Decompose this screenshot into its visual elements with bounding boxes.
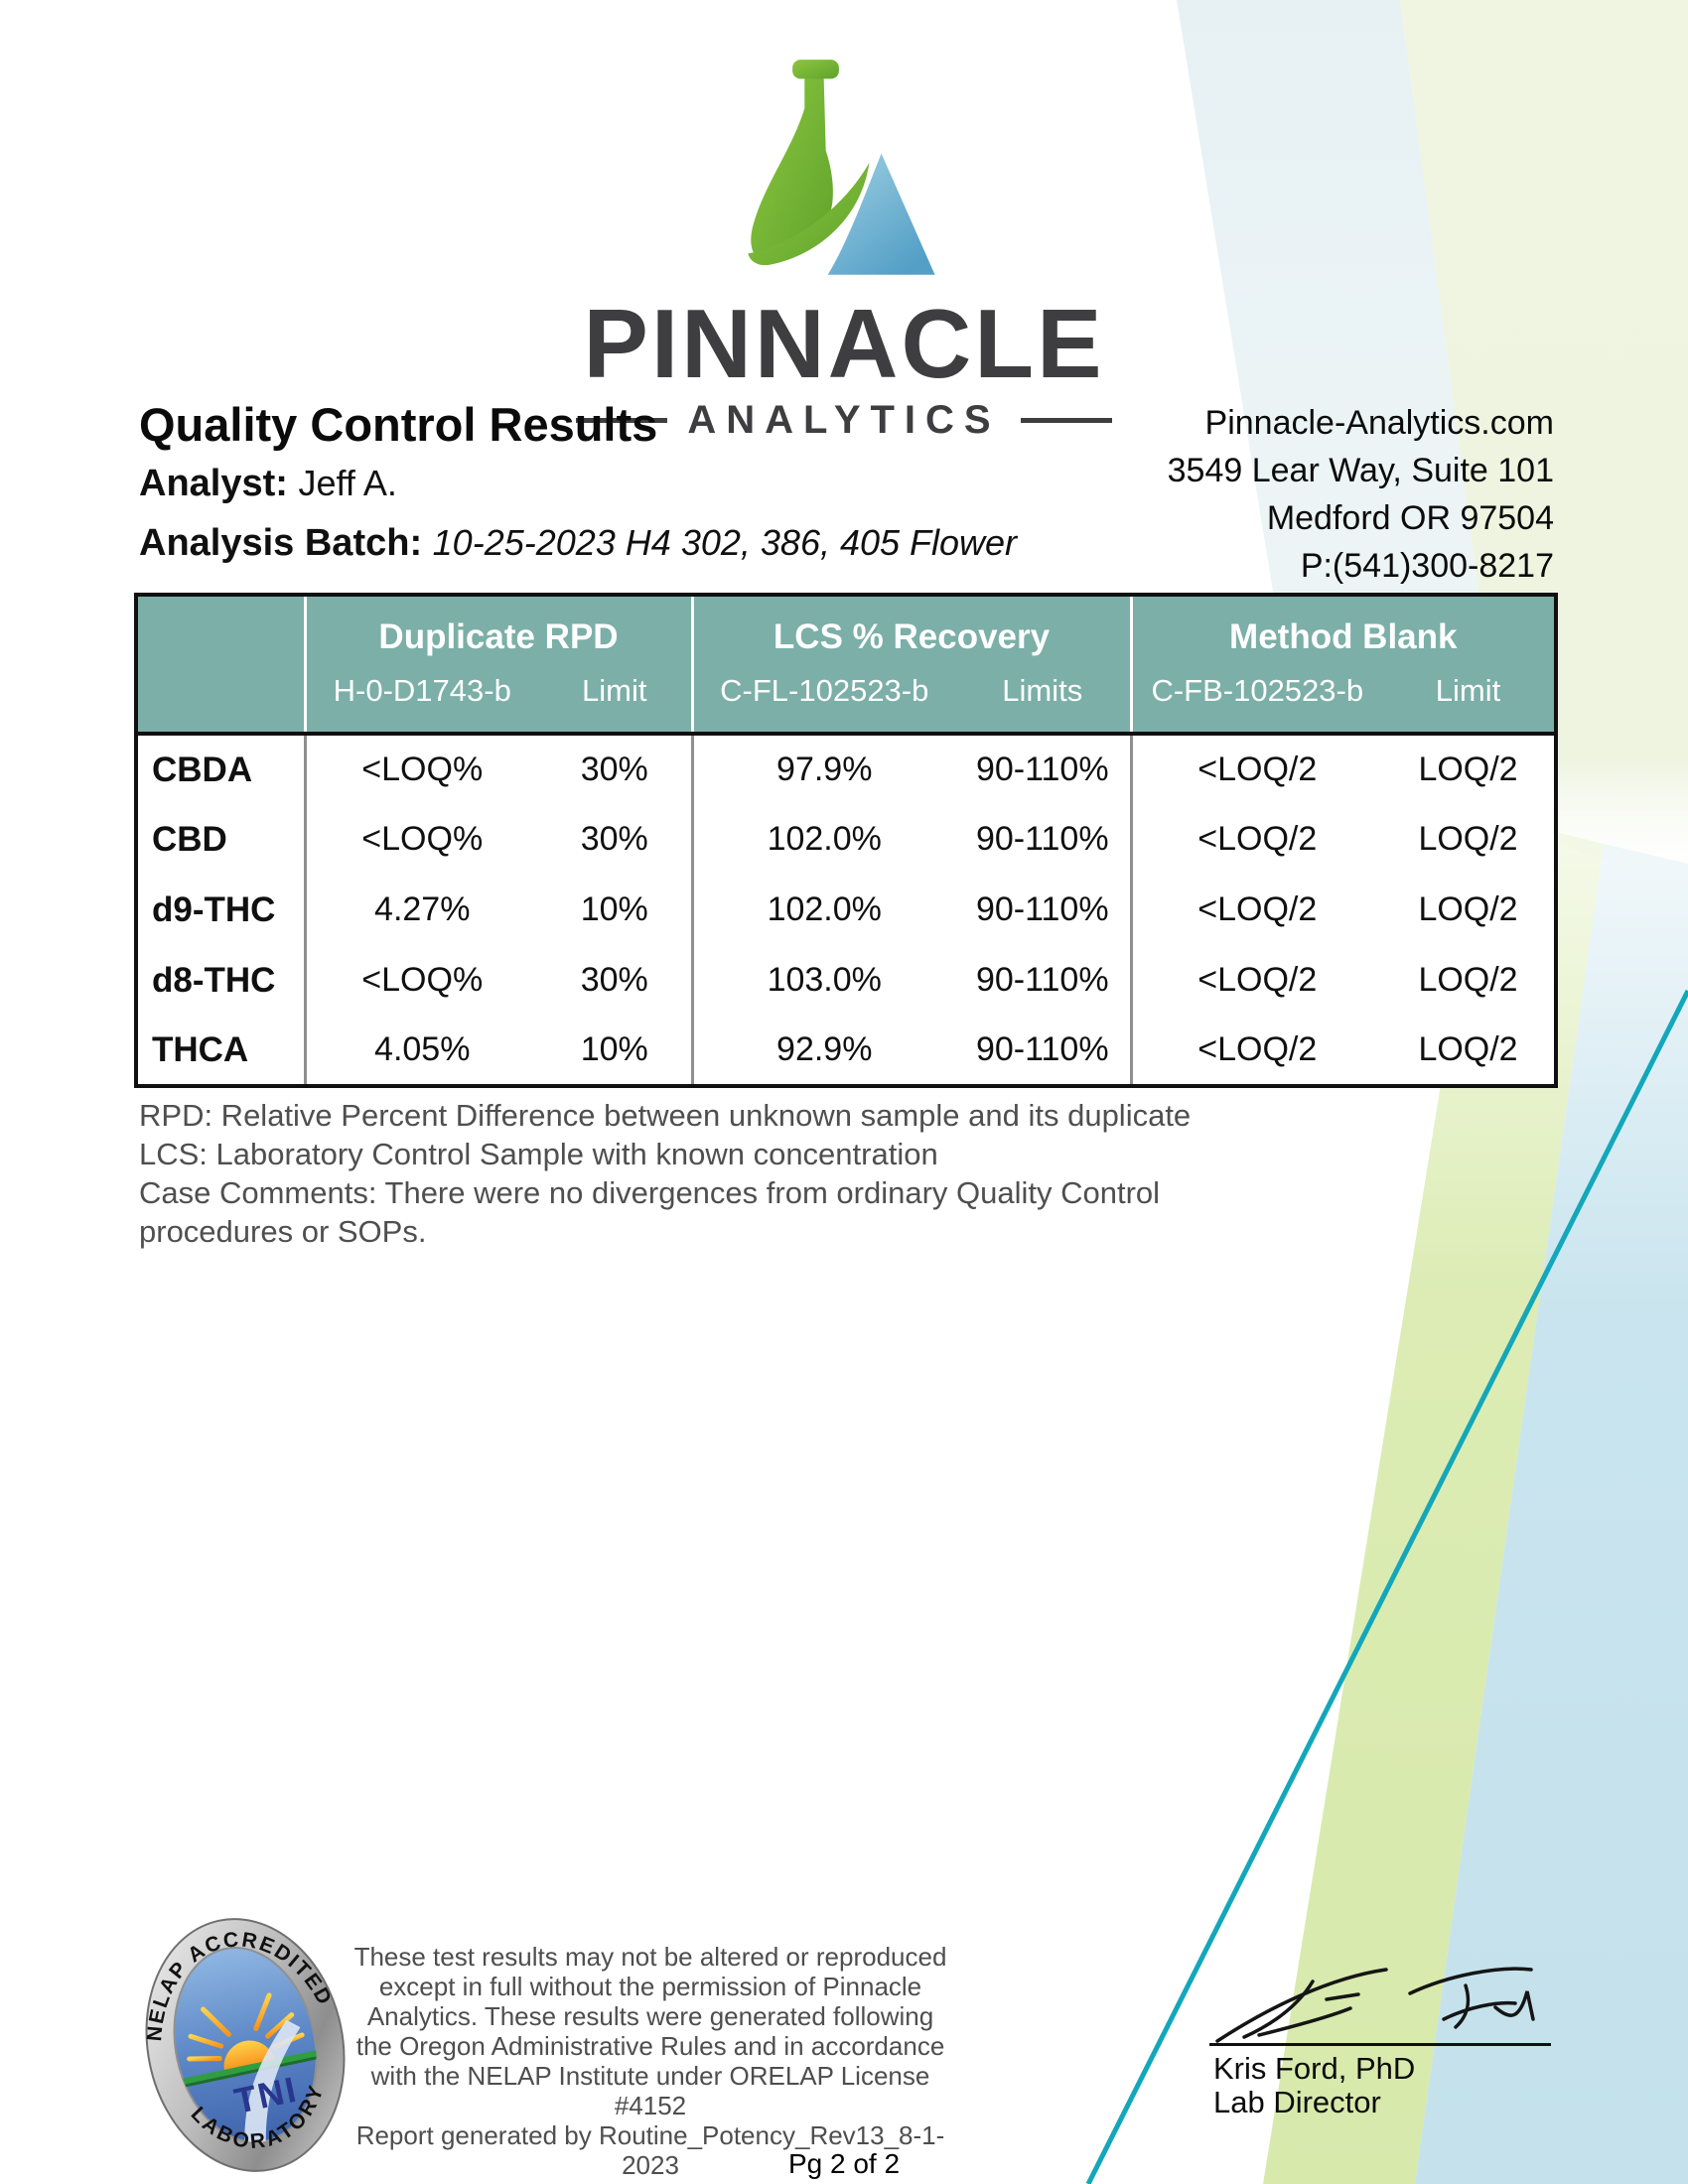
corner-cell	[136, 659, 305, 736]
disclaimer-line: These test results may not be altered or…	[353, 1942, 947, 1972]
mb-limit: LOQ/2	[1382, 875, 1557, 945]
analyst-label: Analyst:	[139, 463, 288, 504]
qc-results-table: Duplicate RPD LCS % Recovery Method Blan…	[134, 593, 1559, 1088]
dup-limit: 10%	[538, 1016, 692, 1086]
flask-leaf-icon	[748, 60, 935, 275]
signature-line	[1209, 2043, 1551, 2046]
analyst-line: Analyst: Jeff A.	[139, 463, 397, 505]
lcs-value: 102.0%	[690, 875, 955, 945]
table-row: THCA 4.05% 10% 92.9% 90-110% <LOQ/2 LOQ/…	[136, 1016, 1557, 1086]
lcs-limit-label: Limits	[955, 659, 1132, 736]
lcs-limit: 90-110%	[955, 875, 1132, 945]
mb-value: <LOQ/2	[1129, 1016, 1383, 1086]
dup-value: <LOQ%	[303, 734, 538, 804]
lab-contact-block: Pinnacle-Analytics.com 3549 Lear Way, Su…	[1168, 399, 1554, 590]
dup-limit: 10%	[538, 875, 692, 945]
analyte-name: THCA	[136, 1016, 305, 1086]
group-header-method-blank: Method Blank	[1129, 595, 1557, 659]
dup-value: 4.27%	[303, 875, 538, 945]
analysis-batch-line: Analysis Batch: 10-25-2023 H4 302, 386, …	[139, 522, 1017, 565]
qc-notes: RPD: Relative Percent Difference between…	[139, 1096, 1191, 1251]
analyte-name: CBD	[136, 804, 305, 875]
dup-value: 4.05%	[303, 1016, 538, 1086]
analyst-value: Jeff A.	[298, 463, 397, 503]
dup-limit: 30%	[538, 734, 692, 804]
lcs-limit: 90-110%	[955, 945, 1132, 1016]
table-row: d8-THC <LOQ% 30% 103.0% 90-110% <LOQ/2 L…	[136, 945, 1557, 1016]
lcs-value: 97.9%	[690, 734, 955, 804]
page-title: Quality Control Results	[139, 398, 658, 451]
table-subheader-row: H-0-D1743-b Limit C-FL-102523-b Limits C…	[136, 659, 1557, 736]
analysis-batch-value: 10-25-2023 H4 302, 386, 405 Flower	[432, 522, 1018, 563]
tagline-text: ANALYTICS	[687, 398, 1001, 442]
mb-limit: LOQ/2	[1382, 1016, 1557, 1086]
dup-limit-label: Limit	[538, 659, 692, 736]
note-lcs: LCS: Laboratory Control Sample with know…	[139, 1137, 938, 1171]
note-rpd: RPD: Relative Percent Difference between…	[139, 1098, 1192, 1133]
disclaimer-line: the Oregon Administrative Rules and in a…	[355, 2031, 945, 2061]
disclaimer-line: with the NELAP Institute under ORELAP Li…	[370, 2061, 930, 2120]
group-header-lcs-recovery: LCS % Recovery	[690, 595, 1132, 659]
dup-value: <LOQ%	[303, 945, 538, 1016]
analyte-name: d8-THC	[136, 945, 305, 1016]
dup-value: <LOQ%	[303, 804, 538, 875]
mb-limit-label: Limit	[1382, 659, 1557, 736]
lcs-limit: 90-110%	[955, 734, 1132, 804]
nelap-accreditation-badge-icon: TNI NELAP ACCREDITED LABORATORY	[139, 1911, 346, 2172]
lab-website: Pinnacle-Analytics.com	[1204, 404, 1554, 442]
mb-sample-id: C-FB-102523-b	[1129, 659, 1383, 736]
corner-cell	[136, 595, 305, 659]
note-case-comments: Case Comments: There were no divergences…	[139, 1175, 1161, 1210]
lcs-value: 92.9%	[690, 1016, 955, 1086]
analyte-name: CBDA	[136, 734, 305, 804]
disclaimer-line: except in full without the permission of…	[378, 1972, 922, 2001]
mb-limit: LOQ/2	[1382, 804, 1557, 875]
mb-value: <LOQ/2	[1129, 875, 1383, 945]
analyte-name: d9-THC	[136, 875, 305, 945]
mb-value: <LOQ/2	[1129, 804, 1383, 875]
tagline-left-dash	[576, 418, 668, 423]
analysis-batch-label: Analysis Batch:	[139, 522, 423, 564]
disclaimer-line: Report generated by Routine_Potency_Rev1…	[355, 2120, 945, 2180]
table-group-header-row: Duplicate RPD LCS % Recovery Method Blan…	[136, 595, 1557, 659]
mb-limit: LOQ/2	[1382, 945, 1557, 1016]
signatory-name: Kris Ford, PhD	[1213, 2051, 1416, 2086]
table-row: d9-THC 4.27% 10% 102.0% 90-110% <LOQ/2 L…	[136, 875, 1557, 945]
brand-tagline: ANALYTICS	[0, 398, 1688, 443]
legal-disclaimer: These test results may not be altered or…	[346, 1942, 955, 2180]
lcs-sample-id: C-FL-102523-b	[690, 659, 955, 736]
lcs-limit: 90-110%	[955, 804, 1132, 875]
lab-address-line1: 3549 Lear Way, Suite 101	[1167, 452, 1554, 489]
disclaimer-line: Analytics. These results were generated …	[366, 2001, 934, 2031]
table-row: CBDA <LOQ% 30% 97.9% 90-110% <LOQ/2 LOQ/…	[136, 734, 1557, 804]
mb-limit: LOQ/2	[1382, 734, 1557, 804]
tagline-right-dash	[1020, 418, 1112, 423]
mb-value: <LOQ/2	[1129, 945, 1383, 1016]
table-row: CBD <LOQ% 30% 102.0% 90-110% <LOQ/2 LOQ/…	[136, 804, 1557, 875]
lcs-value: 103.0%	[690, 945, 955, 1016]
note-case-comments-cont: procedures or SOPs.	[139, 1214, 427, 1249]
lab-address-line2: Medford OR 97504	[1266, 499, 1554, 537]
dup-limit: 30%	[538, 804, 692, 875]
mb-value: <LOQ/2	[1129, 734, 1383, 804]
group-header-duplicate-rpd: Duplicate RPD	[303, 595, 692, 659]
lcs-limit: 90-110%	[955, 1016, 1132, 1086]
signature-scrawl	[1215, 1967, 1535, 2043]
brand-wordmark: PINNACLE	[583, 289, 1105, 398]
page-number: Pg 2 of 2	[787, 2148, 901, 2179]
lcs-value: 102.0%	[690, 804, 955, 875]
lab-phone: P:(541)300-8217	[1300, 547, 1554, 585]
dup-limit: 30%	[538, 945, 692, 1016]
signatory-title: Lab Director	[1213, 2085, 1381, 2119]
dup-sample-id: H-0-D1743-b	[303, 659, 538, 736]
